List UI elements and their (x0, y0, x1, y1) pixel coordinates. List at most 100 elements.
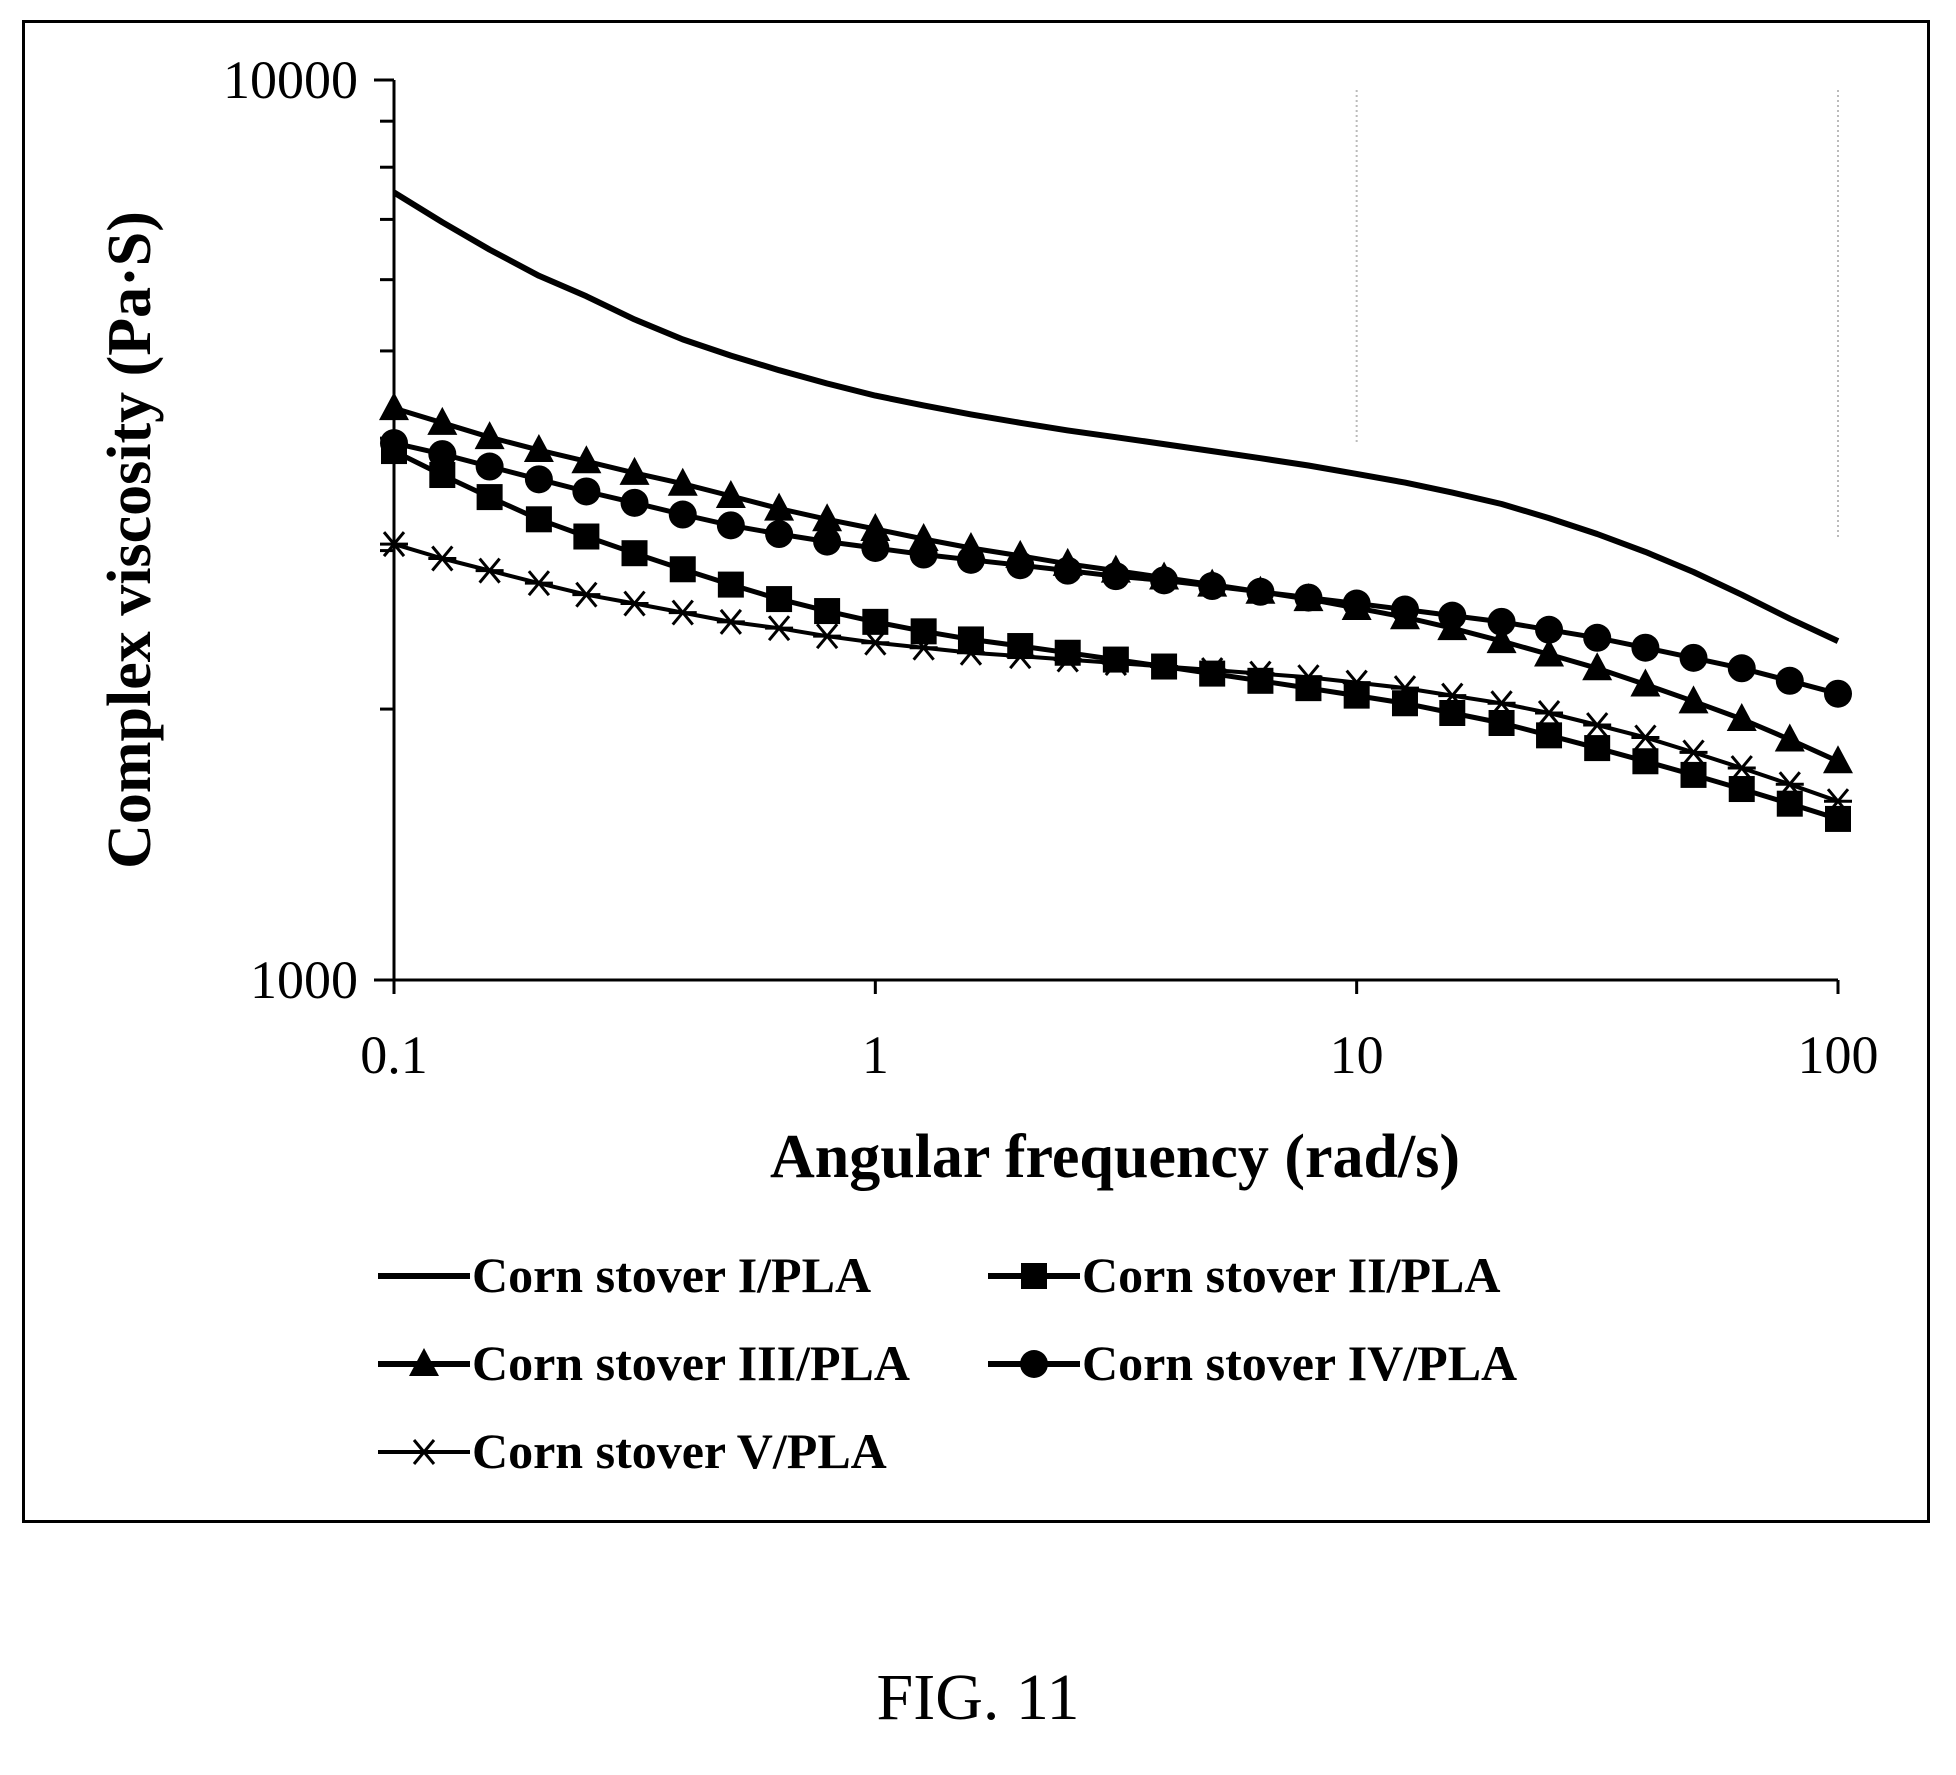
circle-marker (1053, 556, 1082, 585)
triangle-marker (619, 456, 650, 485)
square-marker (1439, 700, 1466, 727)
circle-marker (620, 488, 649, 517)
asterisk-marker (716, 608, 745, 635)
legend-label: Corn stover III/PLA (472, 1335, 910, 1391)
x-tick-label: 1 (862, 1025, 889, 1085)
asterisk-marker (765, 615, 794, 642)
square-marker (1391, 690, 1418, 717)
square-marker (1680, 761, 1707, 788)
circle-marker (1006, 551, 1035, 580)
triangle-marker (764, 492, 795, 521)
asterisk-marker (380, 531, 408, 558)
legend-label: Corn stover I/PLA (472, 1247, 871, 1303)
series-layer (379, 189, 1853, 832)
triangle-marker (1582, 652, 1613, 681)
circle-marker (668, 500, 697, 529)
asterisk-marker (1390, 675, 1419, 702)
triangle-marker (1726, 702, 1757, 731)
triangle-marker (667, 467, 698, 496)
circle-marker (1727, 654, 1756, 683)
square-marker (621, 540, 648, 567)
circle-marker (716, 511, 745, 540)
legend-label: Corn stover IV/PLA (1082, 1335, 1517, 1391)
y-tick-label: 1000 (250, 950, 358, 1010)
asterisk-marker (668, 599, 697, 626)
circle-marker (1583, 623, 1612, 652)
triangle-marker (715, 479, 746, 508)
x-axis-title: Angular frequency (rad/s) (770, 1123, 1460, 1191)
asterisk-marker (1101, 650, 1130, 676)
asterisk-marker (813, 623, 842, 650)
circle-marker (1824, 679, 1852, 708)
asterisk-marker (1775, 771, 1804, 798)
square-marker (525, 506, 552, 533)
circle-marker (1342, 589, 1371, 618)
asterisk-marker (909, 634, 938, 661)
triangle-marker (409, 1348, 439, 1376)
triangle-marker (1486, 625, 1517, 654)
asterisk-marker (1150, 653, 1179, 680)
square-marker (573, 523, 600, 550)
triangle-marker (474, 421, 505, 450)
legend-item: Corn stover V/PLA (378, 1423, 887, 1479)
figure-frame (22, 20, 1930, 1523)
circle-marker (861, 533, 890, 562)
chart-legend: Corn stover I/PLA Corn stover II/PLA Corn … (378, 1247, 1517, 1479)
circle-marker (380, 429, 408, 458)
square-marker (1021, 1263, 1047, 1289)
triangle-marker (427, 406, 458, 435)
triangle-marker (812, 503, 843, 532)
legend-item: Corn stover III/PLA (378, 1335, 910, 1391)
circle-marker (813, 527, 842, 556)
circle-marker (1150, 566, 1179, 595)
y-axis-title: Complex viscosity (Pa·S) (96, 211, 164, 869)
asterisk-marker (1246, 660, 1275, 687)
figure-caption: FIG. 11 (876, 1661, 1080, 1734)
x-tick-label: 0.1 (360, 1025, 428, 1085)
asterisk-marker (1342, 669, 1371, 696)
series-line (392, 189, 1840, 644)
triangle-marker (1678, 685, 1709, 714)
y-tick-label: 10000 (223, 50, 358, 110)
series-line (392, 448, 1839, 822)
asterisk-marker (428, 545, 457, 572)
asterisk-marker (956, 639, 985, 666)
circle-marker (956, 545, 985, 574)
x-tick-label: 10 (1330, 1025, 1384, 1085)
square-marker (717, 571, 744, 598)
x-tick-label: 100 (1798, 1025, 1879, 1085)
legend-label: Corn stover V/PLA (472, 1423, 887, 1479)
circle-marker (1487, 607, 1516, 636)
asterisk-marker (620, 590, 649, 617)
series-5 (380, 531, 1852, 815)
circle-marker (524, 465, 553, 494)
triangle-marker (1823, 745, 1853, 774)
triangle-marker (1534, 638, 1565, 667)
faint-guide-lines (1355, 90, 1839, 540)
circle-marker (572, 477, 601, 506)
asterisk-marker (1438, 682, 1467, 709)
circle-marker (1390, 595, 1419, 624)
square-marker (1343, 682, 1370, 709)
square-marker (1584, 735, 1611, 762)
legend-item: Corn stover II/PLA (988, 1247, 1501, 1303)
circle-marker (1775, 666, 1804, 695)
square-marker (814, 598, 841, 625)
circle-marker (475, 452, 504, 481)
square-marker (910, 618, 937, 645)
circle-marker (428, 440, 457, 469)
circle-marker (1438, 601, 1467, 630)
circle-marker (1294, 583, 1323, 612)
legend-item: Corn stover IV/PLA (988, 1335, 1517, 1391)
asterisk-marker (1679, 739, 1708, 766)
asterisk-marker (410, 1439, 438, 1465)
triangle-marker (1774, 723, 1805, 752)
square-marker (669, 556, 696, 583)
circle-marker (1198, 572, 1227, 601)
asterisk-marker (1487, 690, 1516, 717)
circle-marker (1101, 562, 1130, 591)
chart-axes (392, 80, 1838, 982)
series-4 (380, 429, 1852, 708)
asterisk-marker (1583, 712, 1612, 738)
circle-marker (1535, 615, 1564, 644)
